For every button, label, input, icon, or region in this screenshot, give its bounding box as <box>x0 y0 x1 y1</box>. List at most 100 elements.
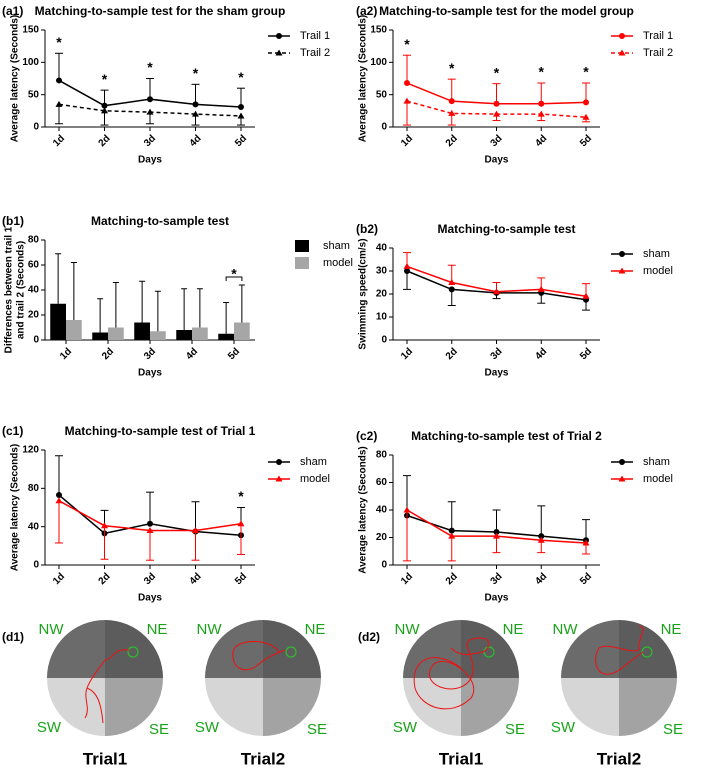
marker <box>537 110 545 117</box>
marker <box>582 113 590 120</box>
y-axis-label: and trail 2 (Seconds) <box>16 241 27 339</box>
marker <box>146 527 154 533</box>
annotation: * <box>238 69 244 85</box>
x-tick-label: 5d <box>578 571 594 587</box>
marker <box>493 100 500 107</box>
x-tick-label: 1d <box>51 571 67 587</box>
y-tick-label: 80 <box>28 235 40 246</box>
y-tick-label: 40 <box>376 505 388 516</box>
bar <box>150 331 166 340</box>
chart-title: Matching-to-sample test <box>91 214 229 228</box>
x-tick-label: 3d <box>142 346 158 362</box>
marker <box>448 532 456 539</box>
legend-label: sham <box>323 240 350 252</box>
marker <box>537 285 545 292</box>
marker <box>537 536 545 543</box>
y-tick-label: 0 <box>381 560 387 571</box>
marker <box>55 100 63 107</box>
marker <box>448 527 455 534</box>
y-tick-label: 50 <box>28 89 40 100</box>
panel-label: (a2) <box>356 4 377 18</box>
quadrant-label: SE <box>663 721 683 738</box>
x-tick-label: 1d <box>58 346 74 362</box>
x-tick-label: 4d <box>533 571 549 587</box>
marker <box>192 110 199 117</box>
x-tick-label: 4d <box>188 133 204 149</box>
marker <box>276 459 282 465</box>
legend-label: model <box>643 265 673 277</box>
platform <box>127 646 139 658</box>
legend-label: Trail 2 <box>643 47 673 59</box>
panel-label: (a1) <box>2 4 23 18</box>
marker <box>403 262 411 269</box>
marker <box>101 102 108 109</box>
legend-label: sham <box>643 456 670 468</box>
bar <box>134 322 150 340</box>
x-tick-label: 4d <box>533 133 549 149</box>
marker <box>192 101 199 108</box>
y-tick-label: 40 <box>28 521 40 532</box>
swim-track <box>595 625 644 675</box>
bar <box>92 332 108 340</box>
legend-label: model <box>300 473 330 485</box>
y-tick-label: 0 <box>33 560 39 571</box>
y-tick-label: 80 <box>376 450 388 461</box>
swim-track <box>413 637 490 710</box>
marker <box>582 539 590 546</box>
marker <box>583 99 589 106</box>
bar <box>108 327 124 340</box>
x-tick-label: 5d <box>233 133 249 149</box>
x-tick-label: 1d <box>51 133 67 149</box>
panel-label: (b2) <box>356 222 378 236</box>
x-tick-label: 5d <box>233 571 249 587</box>
bar <box>192 327 208 340</box>
pool-quadrant <box>47 678 105 736</box>
quadrant-label: SE <box>307 721 327 738</box>
y-tick-label: 50 <box>376 89 388 100</box>
legend-label: sham <box>643 248 670 260</box>
legend-label: Trail 2 <box>300 47 330 59</box>
quadrant-label: SW <box>393 719 418 736</box>
panel-label: (d1) <box>2 630 24 644</box>
chart-title: Matching-to-sample test of Trial 1 <box>65 424 256 438</box>
pool-quadrant <box>263 620 321 678</box>
y-tick-label: 100 <box>22 57 39 68</box>
marker <box>55 497 63 504</box>
quadrant-label: NW <box>197 621 223 638</box>
x-tick-label: 3d <box>489 571 505 587</box>
marker <box>275 475 283 482</box>
swim-track <box>84 649 130 724</box>
y-axis-label: Swimming speed(cm/s) <box>358 238 369 349</box>
pool-quadrant <box>263 678 321 736</box>
pool-quadrant <box>461 678 519 736</box>
x-tick-label: 4d <box>533 346 549 362</box>
quadrant-label: NW <box>395 621 421 638</box>
x-tick-label: 5d <box>578 133 594 149</box>
annotation: * <box>238 488 244 504</box>
x-axis-label: Days <box>138 593 162 604</box>
legend-swatch <box>295 257 309 269</box>
annotation: * <box>539 64 545 80</box>
marker <box>493 532 500 539</box>
bar <box>218 333 234 340</box>
swim-track <box>232 641 286 671</box>
quadrant-label: SW <box>37 719 62 736</box>
marker <box>237 112 245 119</box>
y-axis-label: Average latency (Seconds) <box>10 15 21 142</box>
legend-label: sham <box>300 456 327 468</box>
pool-quadrant <box>205 678 263 736</box>
y-tick-label: 20 <box>28 310 40 321</box>
marker <box>448 109 456 116</box>
bar <box>176 330 192 340</box>
marker <box>538 100 545 107</box>
x-tick-label: 4d <box>188 571 204 587</box>
y-tick-label: 0 <box>33 122 39 133</box>
chart-title: Matching-to-sample test for the sham gro… <box>35 4 286 18</box>
bar <box>66 320 82 340</box>
chart-title: Matching-to-sample test of Trial 2 <box>411 429 602 443</box>
y-tick-label: 150 <box>370 25 387 36</box>
legend-swatch <box>295 240 309 252</box>
pool-quadrant <box>461 620 519 678</box>
x-axis-label: Days <box>485 368 509 379</box>
